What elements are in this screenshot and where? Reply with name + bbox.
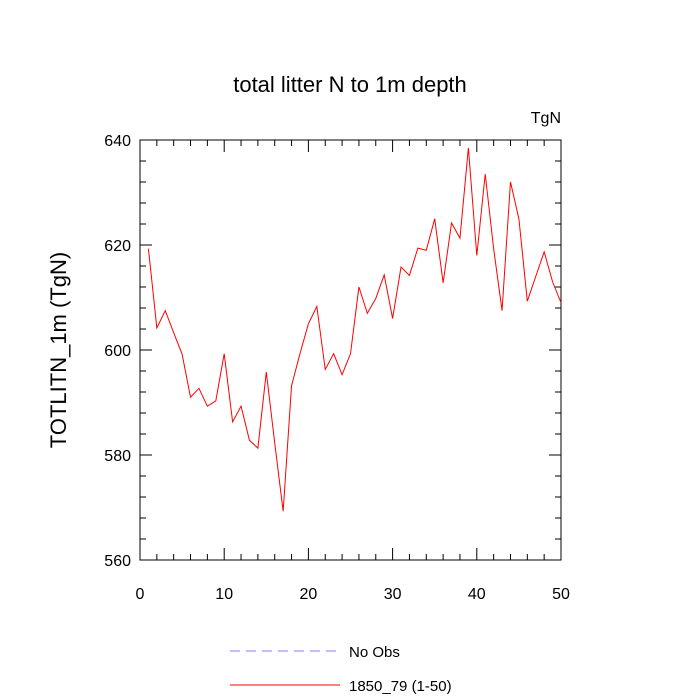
units-label: TgN — [531, 110, 561, 127]
series-line — [147, 147, 562, 512]
y-tick-label: 640 — [104, 133, 131, 150]
chart-title: total litter N to 1m depth — [233, 72, 467, 97]
legend-label: No Obs — [349, 644, 400, 661]
x-tick-label: 0 — [136, 586, 145, 603]
x-tick-label: 30 — [384, 586, 402, 603]
legend: No Obs 1850_79 (1-50) — [230, 644, 452, 695]
y-tick-label: 560 — [104, 553, 131, 570]
y-tick-label: 620 — [104, 238, 131, 255]
x-tick-label: 20 — [300, 586, 318, 603]
y-tick-label: 600 — [104, 343, 131, 360]
x-tick-label: 10 — [215, 586, 233, 603]
x-tick-label: 50 — [552, 586, 570, 603]
series-lines — [147, 147, 562, 512]
legend-label: 1850_79 (1-50) — [349, 678, 452, 695]
y-axis-label: TOTLITN_1m (TgN) — [46, 252, 71, 448]
x-tick-label: 40 — [468, 586, 486, 603]
y-tick-label: 580 — [104, 448, 131, 465]
axes: 0 10 20 30 40 50 560 580 600 620 640 — [104, 133, 570, 603]
